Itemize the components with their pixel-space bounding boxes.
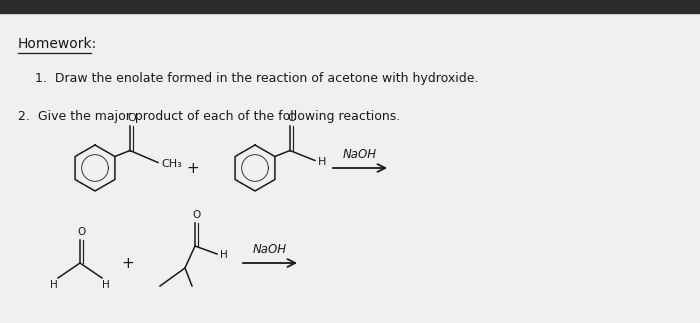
Bar [0,0,700,13]
Text: Homework:: Homework: [18,37,97,51]
Text: CH₃: CH₃ [161,159,182,169]
Text: NaOH: NaOH [253,243,287,256]
Text: +: + [187,161,199,175]
Text: O: O [77,227,85,237]
Text: H: H [220,250,228,260]
Text: +: + [122,255,134,270]
Text: NaOH: NaOH [343,148,377,161]
Text: O: O [127,112,136,122]
Text: 1.  Draw the enolate formed in the reaction of acetone with hydroxide.: 1. Draw the enolate formed in the reacti… [35,72,479,85]
Text: H: H [50,280,58,290]
Text: 2.  Give the major product of each of the following reactions.: 2. Give the major product of each of the… [18,110,400,123]
Text: H: H [102,280,110,290]
Text: O: O [192,210,200,220]
Text: H: H [318,157,326,166]
Text: O: O [287,112,295,122]
